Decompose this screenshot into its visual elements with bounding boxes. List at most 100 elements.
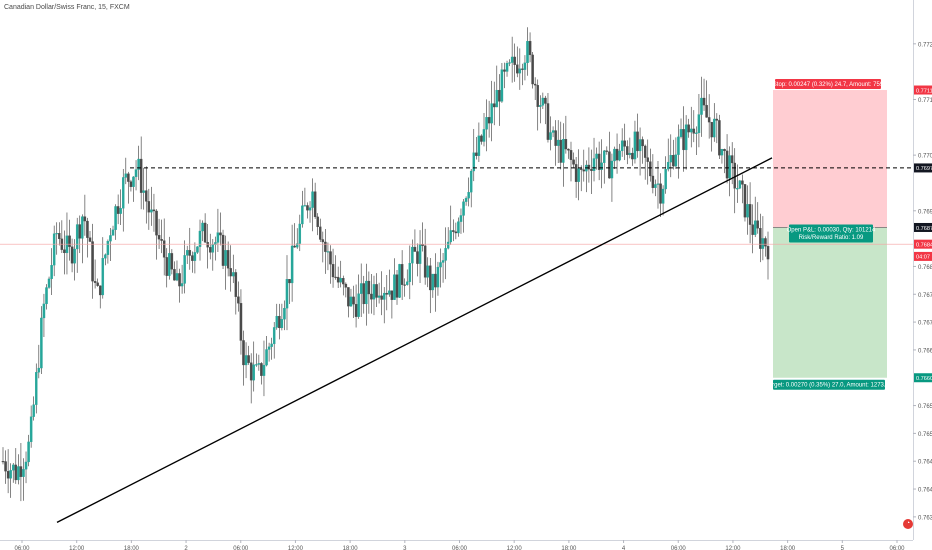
candle-body (720, 148, 724, 156)
candle-body (689, 128, 693, 133)
candle-body (464, 198, 468, 202)
candle-body (354, 304, 358, 317)
candle-body (508, 62, 511, 64)
candle-body (275, 315, 279, 328)
candle-body (229, 268, 232, 277)
candle-body (35, 372, 38, 405)
candle-body (469, 170, 473, 193)
candle-body (628, 152, 632, 155)
candle-body (718, 120, 721, 156)
candle-body (234, 272, 238, 297)
stop-label-box (775, 79, 881, 90)
candle-body (408, 262, 412, 282)
candle-body (219, 232, 222, 236)
candle-body (211, 244, 215, 253)
candle-body (132, 176, 135, 187)
candle-body (536, 85, 539, 107)
target-zone[interactable] (773, 227, 887, 378)
candle-body (385, 292, 389, 295)
candle-body (669, 154, 673, 163)
price-tag: 0.76600 (916, 376, 932, 382)
candle-body (188, 250, 192, 256)
candle-body (349, 296, 353, 307)
candle-body (208, 247, 212, 253)
candle-body (421, 244, 424, 246)
candle-body (411, 246, 414, 264)
candle-body (477, 135, 481, 156)
candle-body (362, 283, 366, 305)
candle-body (582, 169, 586, 172)
candle-body (142, 190, 145, 193)
candle-body (746, 204, 749, 218)
candle-body (270, 343, 273, 347)
candle-body (395, 274, 399, 298)
candle-body (710, 121, 713, 138)
candle-body (539, 105, 542, 107)
candle-body (574, 164, 578, 182)
candle-body (19, 466, 23, 477)
candle-body (736, 188, 739, 190)
time-tick-label: 12:00 (725, 546, 741, 550)
candle-body (214, 242, 217, 245)
candle-body (513, 56, 516, 65)
candle-body (88, 237, 92, 242)
candle-body (96, 282, 99, 286)
candle-body (605, 150, 609, 152)
price-tag-box (914, 85, 932, 95)
candle-body (27, 441, 30, 463)
candle-body (180, 283, 184, 287)
candle-body (452, 230, 455, 232)
candle-body (265, 349, 268, 366)
candle-body (101, 258, 105, 296)
candle-body (316, 216, 319, 228)
candle-body (651, 175, 655, 188)
candle-body (610, 160, 614, 179)
candle-body (283, 308, 286, 320)
candle-body (173, 269, 176, 281)
candle-body (382, 292, 386, 300)
time-tick-label: 12:00 (288, 546, 304, 550)
candle-body (155, 210, 158, 236)
candle-body (613, 148, 616, 162)
drawing-lines[interactable] (0, 157, 913, 524)
risk-reward-zones[interactable] (773, 90, 887, 378)
price-axis[interactable]: 0.77200 0.77100 0.77000 0.76900 0.76800 0.767… (913, 0, 932, 540)
candle-body (577, 168, 580, 182)
candle-body (191, 255, 194, 261)
candle-body (572, 159, 575, 165)
candle-body (659, 183, 662, 204)
candle-body (40, 317, 43, 369)
candle-body (700, 97, 703, 115)
candle-body (78, 224, 82, 239)
candle-body (352, 296, 355, 305)
candle-body (751, 224, 754, 235)
price-tick-label: 0.76400 (918, 488, 932, 494)
candle-body (439, 262, 442, 268)
candle-body (579, 168, 583, 170)
candle-body (756, 220, 760, 229)
candle-body (516, 64, 519, 74)
candle-body (444, 248, 447, 261)
candle-body (597, 153, 601, 170)
candle-body (157, 235, 161, 240)
candle-body (641, 139, 644, 147)
uptrend-line[interactable] (56, 157, 773, 524)
candle-body (738, 180, 742, 189)
candle-body (544, 97, 547, 104)
candle-body (733, 162, 736, 189)
stop-zone[interactable] (773, 90, 887, 228)
candle-body (73, 248, 76, 264)
candle-body (684, 124, 688, 151)
time-axis[interactable]: 06:00 12:00 18:00 2 06:00 12:00 18:00 3 06:00 12:… (0, 540, 913, 550)
candle-body (403, 284, 406, 286)
candle-body (592, 158, 596, 171)
candle-body (106, 240, 110, 255)
time-tick-label: 18:00 (561, 546, 577, 550)
pnl-label-box (789, 224, 873, 243)
candle-body (590, 169, 593, 171)
candle-body (139, 158, 143, 193)
candle-body (656, 183, 660, 185)
